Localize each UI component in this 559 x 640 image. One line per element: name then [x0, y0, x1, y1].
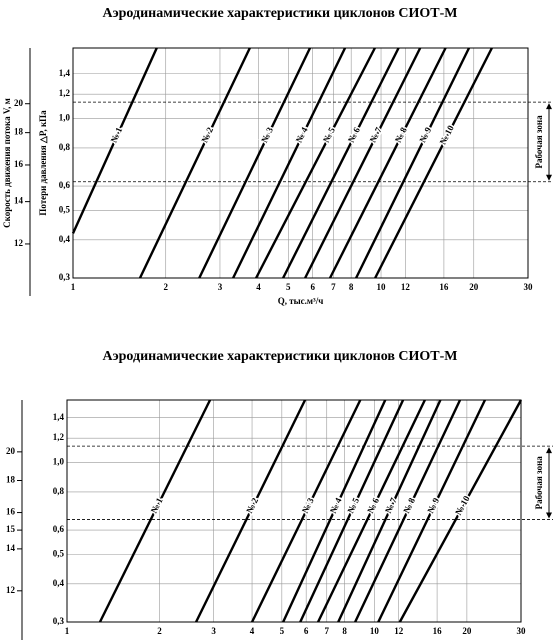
- x-tick-label: 12: [401, 282, 411, 292]
- series-line: [304, 47, 422, 279]
- y2-tick-label: 14: [14, 196, 24, 206]
- series-line: [377, 399, 487, 623]
- y-axis-label: Потери давления △P, кПа: [38, 110, 48, 216]
- y-tick-label: 1,0: [53, 456, 65, 466]
- series-label: № 9: [425, 496, 441, 515]
- series-line: [398, 399, 523, 623]
- series-line: [194, 399, 307, 623]
- series-label: № 1: [109, 125, 125, 144]
- x-tick-label: 3: [218, 282, 223, 292]
- y2-tick-label: 12: [14, 238, 24, 248]
- series-line: [299, 399, 405, 623]
- x-tick-label: 7: [324, 626, 329, 636]
- x-tick-label: 5: [286, 282, 291, 292]
- series-label: № 8: [401, 496, 417, 515]
- x-tick-label: 30: [517, 626, 527, 636]
- series-label: № 7: [383, 496, 399, 515]
- x-tick-label: 20: [469, 282, 479, 292]
- y2-tick-label: 12: [6, 585, 16, 595]
- series-line: [337, 399, 442, 623]
- series-label: № 6: [365, 496, 381, 515]
- y2-tick-label: 18: [6, 475, 16, 485]
- series-line: [250, 399, 362, 623]
- series-label: № 5: [345, 496, 361, 515]
- series-line: [198, 47, 312, 279]
- plot-frame: [66, 399, 522, 623]
- y-tick-label: 0,3: [53, 616, 65, 626]
- y-tick-label: 0,5: [53, 548, 65, 558]
- x-tick-label: 2: [163, 282, 168, 292]
- x-tick-label: 8: [349, 282, 354, 292]
- x-tick-label: 6: [304, 626, 309, 636]
- series-label: № 2: [199, 125, 215, 144]
- y-tick-label: 0,8: [53, 486, 65, 496]
- series-line: [355, 47, 471, 279]
- x-tick-label: 20: [462, 626, 472, 636]
- series-label: № 3: [259, 125, 275, 144]
- series-line: [71, 47, 158, 234]
- x-tick-label: 10: [377, 282, 387, 292]
- y2-tick-label: 20: [14, 98, 24, 108]
- chart-title: Аэродинамические характеристики циклонов…: [102, 349, 457, 364]
- zone-label: Рабочая зона: [534, 456, 544, 510]
- y-tick-label: 0,8: [59, 142, 71, 152]
- x-tick-label: 7: [331, 282, 336, 292]
- x-tick-label: 30: [524, 282, 534, 292]
- series-label: № 9: [417, 125, 433, 144]
- y2-tick-label: 16: [14, 159, 24, 169]
- series-line: [282, 47, 400, 279]
- y2-tick-label: 18: [14, 127, 24, 137]
- series-line: [328, 47, 447, 279]
- y2-tick-label: 20: [6, 446, 16, 456]
- zone-label: Рабочая зона: [534, 115, 544, 169]
- x-tick-label: 4: [256, 282, 261, 292]
- series-line: [138, 47, 251, 279]
- y-tick-label: 0,4: [59, 234, 71, 244]
- series-line: [354, 399, 462, 623]
- plot-frame: [72, 47, 529, 279]
- y-tick-label: 0,6: [59, 180, 71, 190]
- series-line: [98, 399, 212, 623]
- y2-tick-label: 16: [6, 507, 16, 517]
- series-line: [282, 399, 387, 623]
- y-tick-label: 1,4: [53, 412, 65, 422]
- y2-tick-label: 15: [6, 524, 16, 534]
- y-tick-label: 0,6: [53, 524, 65, 534]
- x-tick-label: 3: [211, 626, 216, 636]
- y2-axis-label: Скорость движения потока V, м: [2, 98, 12, 228]
- series-line: [232, 47, 347, 279]
- series-label: № 2: [244, 496, 260, 515]
- x-tick-label: 10: [370, 626, 380, 636]
- x-tick-label: 1: [71, 282, 76, 292]
- series-line: [255, 47, 376, 279]
- x-tick-label: 8: [342, 626, 347, 636]
- series-label: № 3: [300, 496, 316, 515]
- x-tick-label: 12: [394, 626, 404, 636]
- x-tick-label: 2: [157, 626, 162, 636]
- x-tick-label: 4: [250, 626, 255, 636]
- series-label: № 4: [294, 125, 310, 144]
- x-tick-label: 16: [433, 626, 443, 636]
- x-tick-label: 6: [310, 282, 315, 292]
- y-tick-label: 0,5: [59, 204, 71, 214]
- y-tick-label: 1,4: [59, 68, 71, 78]
- series-label: № 4: [328, 496, 344, 515]
- y-tick-label: 0,4: [53, 578, 65, 588]
- y2-tick-label: 14: [6, 543, 16, 553]
- y-tick-label: 0,3: [59, 272, 71, 282]
- chart-title: Аэродинамические характеристики циклонов…: [102, 6, 457, 21]
- x-tick-label: 1: [65, 626, 70, 636]
- x-tick-label: 16: [439, 282, 449, 292]
- series-line: [374, 47, 493, 279]
- x-tick-label: 5: [280, 626, 285, 636]
- y-tick-label: 1,0: [59, 112, 71, 122]
- x-axis-label: Q, тыс.м³/ч: [278, 296, 324, 306]
- y-tick-label: 1,2: [59, 88, 71, 98]
- y-tick-label: 1,2: [53, 432, 65, 442]
- series-line: [316, 399, 426, 623]
